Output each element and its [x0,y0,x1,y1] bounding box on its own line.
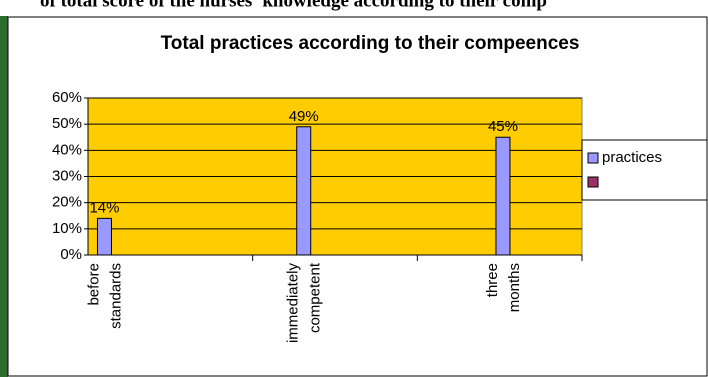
x-tick-label-line: three [484,263,501,297]
legend-box [581,139,708,201]
header-text: of total score of the nurses' knowledge … [40,0,547,11]
data-label: 49% [289,108,319,125]
x-tick-label: three months [484,263,523,312]
bar [96,217,112,256]
x-tick-label: before standards [85,263,124,329]
x-tick-label-line: months [506,263,523,312]
legend-swatch [587,152,599,164]
x-tick-label-line: before [85,263,102,306]
chart-title: Total practices according to their compe… [161,33,580,54]
legend-label: practices [602,149,662,166]
x-tick-label: immediately competent [285,262,324,343]
x-tick-label-line: standards [107,263,124,329]
y-tick-label: 0% [60,246,82,263]
bar [495,136,511,256]
x-tick-label-line: competent [307,262,324,333]
y-tick-label: 30% [52,167,82,184]
bar [296,126,312,256]
x-tick-label-line: immediately [285,263,302,344]
y-tick-label: 40% [52,141,82,158]
legend-swatch [587,176,599,188]
data-label: 14% [89,199,119,216]
y-tick-label: 10% [52,220,82,237]
y-tick-label: 60% [52,89,82,106]
data-label: 45% [488,118,518,135]
left-border [0,16,8,377]
y-tick-label: 20% [52,194,82,211]
y-tick-label: 50% [52,115,82,132]
